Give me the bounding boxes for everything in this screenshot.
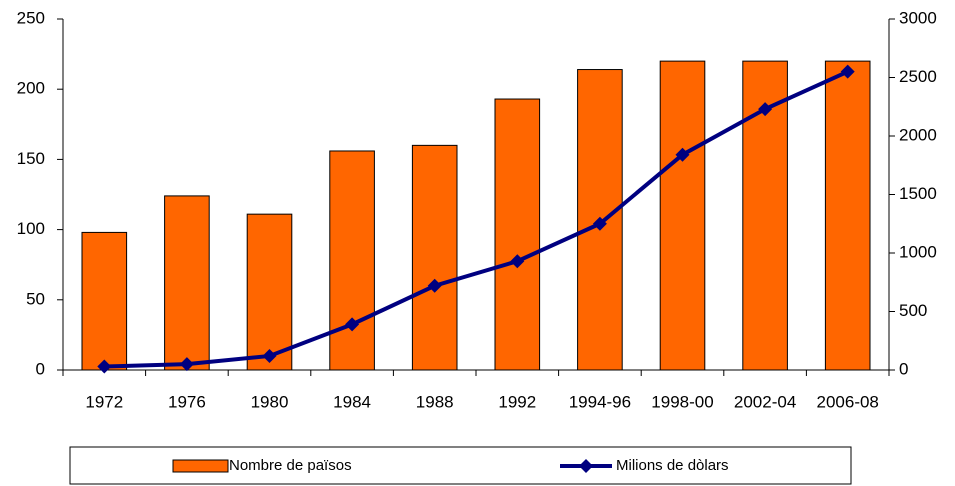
y-tick-label: 200 <box>17 79 45 98</box>
y2-tick-label: 0 <box>899 359 908 378</box>
x-tick-label: 1984 <box>333 392 371 411</box>
y-tick-label: 0 <box>36 359 45 378</box>
x-tick-label: 1972 <box>85 392 123 411</box>
bar <box>246 213 293 371</box>
legend-label: Nombre de països <box>229 457 352 474</box>
y2-tick-label: 2000 <box>899 125 937 144</box>
x-tick-label: 1980 <box>251 392 289 411</box>
x-tick-label: 1976 <box>168 392 206 411</box>
marker <box>427 278 442 293</box>
marker <box>179 357 194 372</box>
y-tick-label: 100 <box>17 219 45 238</box>
x-tick-label: 1998-00 <box>651 392 713 411</box>
marker <box>758 102 773 117</box>
bar <box>81 231 128 371</box>
marker <box>510 254 525 269</box>
line <box>104 69 849 369</box>
y-tick-label: 50 <box>26 289 45 308</box>
x-tick-label: 1992 <box>498 392 536 411</box>
y2-tick-label: 2500 <box>899 67 937 86</box>
marker <box>840 64 855 79</box>
x-tick-label: 1994-96 <box>569 392 631 411</box>
bar <box>659 60 706 371</box>
bar <box>742 60 788 371</box>
bar <box>824 60 871 371</box>
y2-tick-label: 3000 <box>899 8 937 27</box>
marker <box>345 317 360 332</box>
legend-swatch <box>172 459 229 473</box>
marker <box>675 147 690 162</box>
bar <box>494 98 541 371</box>
y2-tick-label: 1000 <box>899 242 937 261</box>
y2-tick-label: 1500 <box>899 184 937 203</box>
y-tick-label: 250 <box>17 8 45 27</box>
y-tick-label: 150 <box>17 149 45 168</box>
bar <box>329 150 375 371</box>
marker <box>262 348 277 363</box>
x-tick-label: 2002-04 <box>734 392 796 411</box>
marker <box>592 216 607 231</box>
legend-marker <box>579 459 593 473</box>
bar <box>411 144 458 371</box>
x-tick-label: 2006-08 <box>817 392 879 411</box>
y2-tick-label: 500 <box>899 301 927 320</box>
legend-label: Milions de dòlars <box>616 457 729 474</box>
x-tick-label: 1988 <box>416 392 454 411</box>
marker <box>97 359 112 374</box>
bar <box>164 195 210 371</box>
